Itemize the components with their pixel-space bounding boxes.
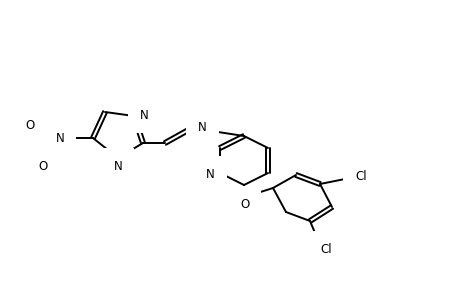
Text: O: O [240,198,249,211]
Text: N: N [206,167,214,181]
Text: Cl: Cl [319,243,331,256]
Text: O: O [26,118,35,131]
Text: N: N [140,109,148,122]
Text: O: O [39,160,48,173]
Text: Cl: Cl [354,169,366,182]
Text: N: N [56,131,64,145]
Text: N: N [197,121,206,134]
Text: N: N [113,160,122,173]
